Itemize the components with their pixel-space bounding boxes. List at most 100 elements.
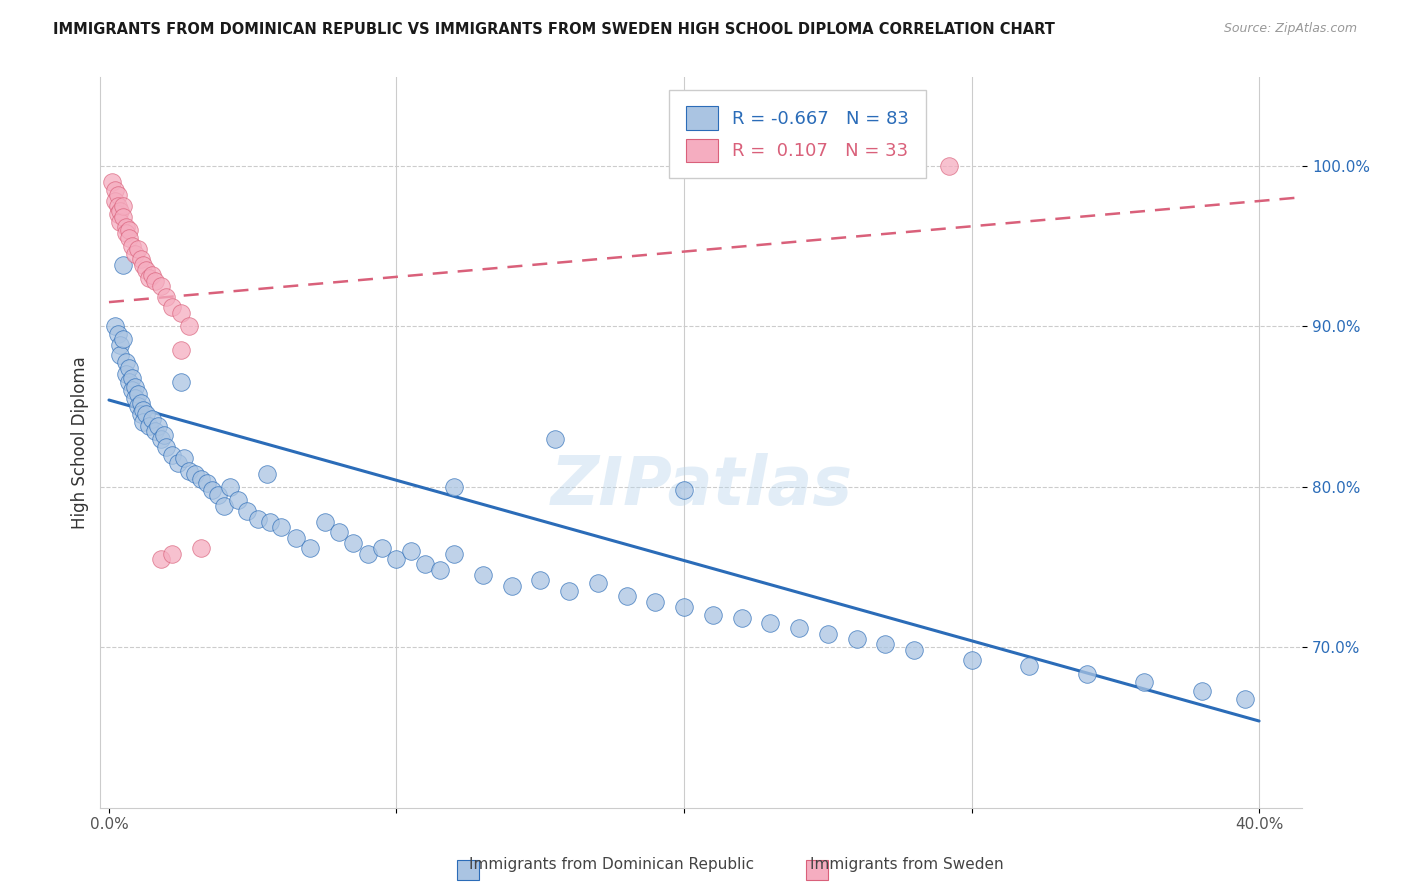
Point [121,370,143,384]
Point [104,194,127,208]
Point [256,467,278,481]
Point [110,338,132,352]
Point [259,515,281,529]
Point [443,480,465,494]
Point [558,584,581,599]
Point [443,547,465,561]
Text: ZIPatlas: ZIPatlas [550,453,852,519]
Point [644,595,666,609]
Point [124,392,146,406]
Point [616,589,638,603]
Point [471,568,494,582]
Point [1233,691,1256,706]
Point [170,306,193,320]
Text: Immigrants from Dominican Republic: Immigrants from Dominican Republic [470,857,754,872]
Point [149,552,172,566]
Point [127,386,149,401]
Point [212,499,235,513]
Point [127,242,149,256]
Point [138,271,160,285]
Point [107,187,129,202]
Point [112,199,135,213]
Point [129,396,152,410]
Point [160,448,183,462]
Point [155,440,177,454]
Point [112,332,135,346]
Point [121,239,143,253]
Point [146,418,169,433]
Point [143,274,166,288]
Point [759,616,782,631]
Point [672,600,695,615]
Point [270,520,292,534]
Point [121,384,143,398]
Point [938,159,960,173]
Point [903,643,925,657]
Point [107,327,129,342]
Point [218,480,240,494]
Point [299,541,322,555]
Point [702,608,724,623]
Point [247,512,270,526]
Point [1191,683,1213,698]
Point [190,541,212,555]
Point [429,563,451,577]
Point [236,504,259,518]
Point [118,376,141,390]
Point [152,428,174,442]
Point [284,531,307,545]
Point [101,175,124,189]
Point [1076,667,1098,681]
Point [875,637,897,651]
Point [179,319,201,334]
Point [135,408,157,422]
Point [107,199,129,213]
Text: IMMIGRANTS FROM DOMINICAN REPUBLIC VS IMMIGRANTS FROM SWEDEN HIGH SCHOOL DIPLOMA: IMMIGRANTS FROM DOMINICAN REPUBLIC VS IM… [53,22,1056,37]
Point [118,223,141,237]
Point [104,319,127,334]
Y-axis label: High School Diploma: High School Diploma [72,356,89,529]
Point [118,360,141,375]
Point [787,621,810,635]
Point [115,226,138,240]
Point [845,632,868,647]
Point [155,290,177,304]
Point [413,557,436,571]
Point [132,402,155,417]
Point [167,456,190,470]
Point [357,547,380,561]
Point [960,653,983,667]
Point [115,219,138,234]
Point [385,552,408,566]
Point [184,467,207,481]
Point [127,400,149,414]
Point [170,343,193,358]
Text: Immigrants from Sweden: Immigrants from Sweden [810,857,1004,872]
Point [110,348,132,362]
Point [529,573,551,587]
Point [149,279,172,293]
Point [124,380,146,394]
Point [107,207,129,221]
Point [129,408,152,422]
Point [207,488,229,502]
Point [112,258,135,272]
Point [118,231,141,245]
Point [129,252,152,266]
Point [138,418,160,433]
Point [195,476,218,491]
Point [201,483,224,497]
Point [328,524,350,539]
Text: Source: ZipAtlas.com: Source: ZipAtlas.com [1223,22,1357,36]
Point [173,450,195,465]
Point [170,376,193,390]
Point [112,210,135,224]
Point [586,576,609,591]
Point [141,268,163,282]
Point [132,416,155,430]
Point [730,611,752,625]
Point [1018,659,1040,673]
Point [342,536,364,550]
Point [132,258,155,272]
Point [115,368,138,382]
